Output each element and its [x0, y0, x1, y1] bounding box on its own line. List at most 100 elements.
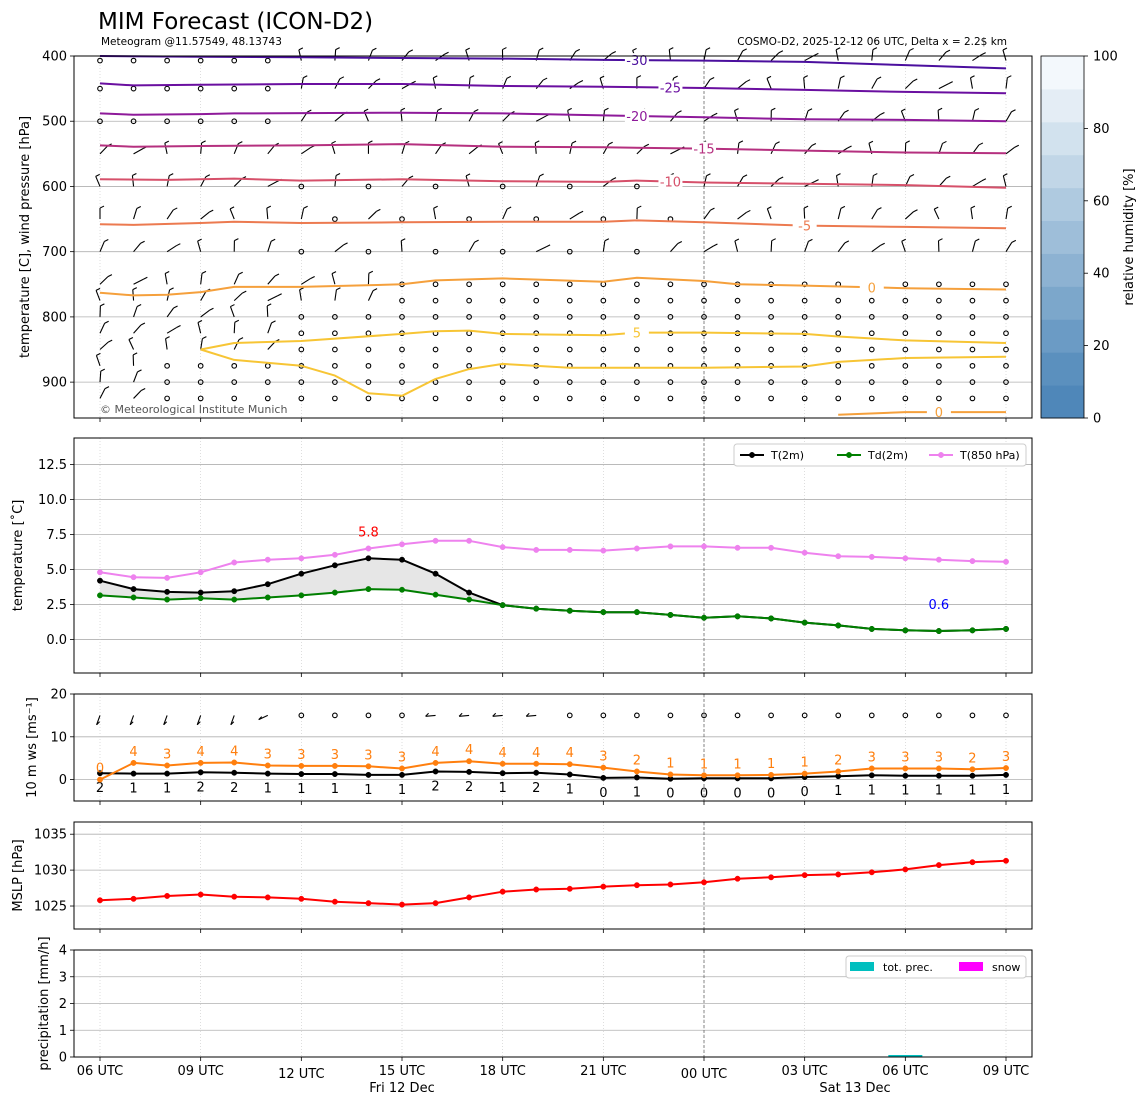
wind-10m-barb-flag — [129, 721, 134, 726]
time-tick-label: 09 UTC — [177, 1064, 223, 1079]
wind-series-point — [399, 771, 405, 778]
time-tick-label: 18 UTC — [479, 1064, 525, 1079]
wind-series-point — [633, 774, 640, 781]
legend-label: Td(2m) — [867, 449, 908, 462]
wind-calm-marker — [936, 379, 942, 385]
temperature-series-point — [365, 586, 372, 593]
upper-air-ytick-label: 400 — [42, 50, 67, 65]
wind-barb — [1002, 49, 1007, 61]
wind-barb-flag — [539, 173, 544, 177]
wind-barb-flag — [847, 145, 852, 149]
wind-value-label: 4 — [465, 743, 473, 758]
wind-calm-marker — [432, 362, 439, 369]
wind-calm-marker — [399, 314, 405, 320]
mslp-point — [499, 888, 506, 895]
wind-series-point — [197, 769, 204, 776]
wind-barb-flag — [742, 174, 748, 178]
wind-barb-flag — [632, 47, 637, 51]
wind-barb-flag — [202, 336, 207, 340]
wind-series-line — [99, 760, 1007, 781]
wind-barb — [567, 110, 571, 122]
wind-barb-flag — [242, 290, 247, 294]
wind-calm-marker — [902, 395, 909, 402]
mslp-ytick-label: 1025 — [34, 900, 67, 915]
wind-barb — [166, 327, 177, 334]
wind-barb — [1002, 175, 1007, 187]
wind-barb-flag — [1014, 144, 1020, 148]
wind-calm-marker — [332, 395, 338, 402]
wind-calm-marker — [667, 395, 674, 402]
wind-calm-marker — [499, 395, 506, 402]
wind-barb-flag — [913, 209, 918, 213]
wind-10m-barb — [96, 715, 101, 725]
wind-barb — [267, 144, 276, 155]
wind-series-point — [701, 772, 707, 779]
time-tick-label: 21 UTC — [580, 1064, 626, 1079]
wind-calm-marker — [667, 379, 674, 385]
wind-barb-flag — [433, 205, 438, 209]
time-tick-label: 00 UTC — [681, 1067, 727, 1082]
wind-barb-flag — [636, 75, 642, 79]
wind-value-label: 4 — [431, 745, 439, 760]
wind-calm-marker — [197, 118, 204, 125]
temperature-series-point — [734, 613, 741, 620]
wind-barbs-layer — [95, 47, 1020, 402]
wind-barb-flag — [771, 107, 776, 111]
wind-barb — [298, 49, 302, 61]
wind-calm-marker — [868, 379, 875, 385]
wind-barb-flag — [644, 143, 650, 147]
wind-barb — [164, 273, 168, 285]
wind-value-label: 2 — [431, 779, 439, 794]
wind-barb-flag — [229, 206, 235, 210]
wind-barb-flag — [343, 242, 348, 246]
wind-calm-marker — [600, 314, 607, 320]
isotherm-line — [200, 329, 1007, 351]
wind-barb — [904, 211, 914, 220]
wind-barb — [569, 212, 580, 220]
isotherm-line — [99, 111, 1007, 123]
wind-barb — [367, 50, 373, 61]
wind-barb-flag — [775, 141, 780, 145]
wind-barb-flag — [433, 75, 438, 79]
wind-calm-marker — [566, 379, 573, 385]
wind-barb-flag — [709, 77, 715, 80]
wind-series-point — [130, 770, 137, 777]
wind-barb — [95, 290, 101, 301]
wind-calm-marker — [332, 330, 338, 337]
wind-value-label: 0 — [733, 786, 741, 801]
wind-barb-flag — [132, 173, 137, 177]
temperature-series-point — [399, 541, 405, 548]
colorbar-band — [1041, 352, 1084, 386]
wind-calm-marker — [466, 379, 472, 385]
wind-barb-flag — [981, 52, 986, 56]
mslp-point — [197, 891, 204, 898]
wind-10m-calm-marker — [902, 712, 909, 719]
temperature-ytick-label: 10.0 — [38, 493, 67, 508]
wind-calm-marker — [634, 183, 640, 190]
wind-10m-calm-marker — [1003, 712, 1009, 719]
wind-barb — [128, 339, 135, 350]
wind-calm-marker — [231, 118, 238, 125]
mslp-point — [97, 897, 103, 904]
temperature-series-point — [667, 611, 674, 618]
wind-10m-calm-marker — [365, 712, 372, 719]
colorbar-band — [1041, 121, 1084, 156]
wind-calm-marker — [432, 248, 439, 255]
wind-series-point — [164, 762, 171, 769]
wind-barb-flag — [706, 173, 711, 177]
wind-barb — [367, 290, 374, 301]
wind-10m-barb — [163, 715, 168, 725]
wind-barb — [334, 289, 337, 301]
wind-value-label: 1 — [733, 757, 741, 772]
wind-barb-flag — [474, 109, 479, 113]
temperature-series-point — [197, 569, 204, 576]
wind-barb — [233, 322, 236, 334]
colorbar-band — [1041, 286, 1084, 320]
wind-barb-flag — [411, 80, 416, 84]
location-label: Meteogram @11.57549, 48.13743 — [101, 36, 282, 48]
wind-calm-marker — [734, 395, 741, 402]
isotherm-label-bg — [658, 80, 683, 95]
wind-calm-marker — [399, 346, 405, 353]
wind-calm-marker — [466, 346, 472, 353]
wind-value-label: 3 — [1002, 750, 1010, 765]
